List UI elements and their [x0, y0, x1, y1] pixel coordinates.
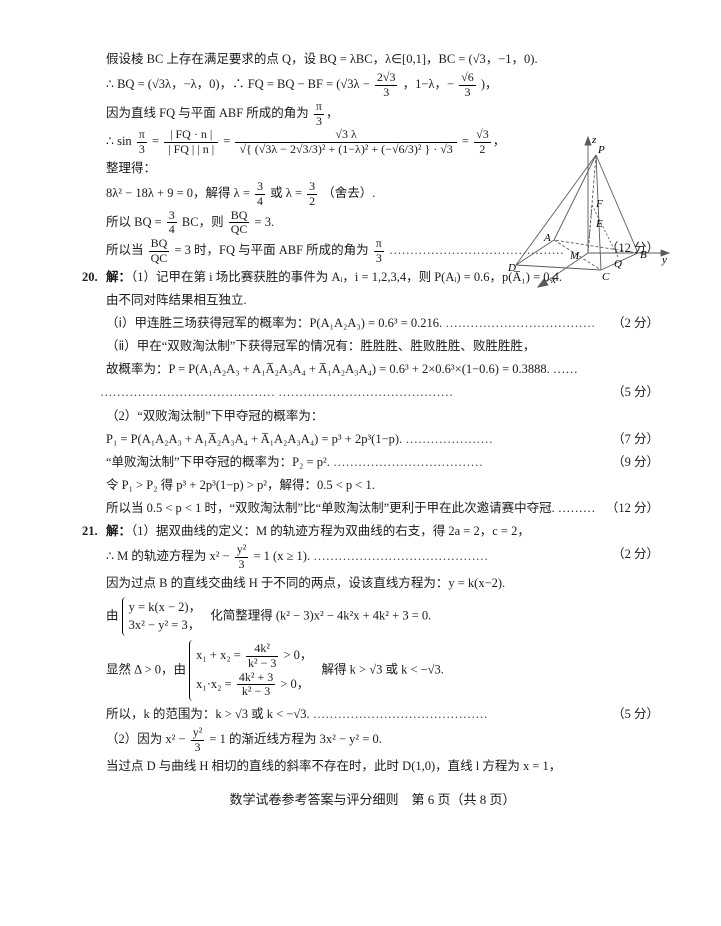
q20-line: （ⅱ）甲在“双败淘汰制”下获得冠军的情况有：胜胜胜、胜败胜胜、败胜胜胜， — [82, 335, 663, 358]
score-marker: （12 分） — [606, 237, 659, 260]
score-marker: （9 分） — [612, 451, 659, 474]
score-marker: （5 分） — [612, 703, 659, 726]
q20-line: 20.解：（1）记甲在第 i 场比赛获胜的事件为 Aᵢ，i = 1,2,3,4，… — [82, 266, 663, 289]
q20-line: 故概率为：P = P(A₁A₂A₃ + A₁A̅₂A₃A₄ + A̅₁A₂A₃A… — [82, 358, 663, 381]
q21-line: 当过点 D 与曲线 H 相切的直线的斜率不存在时，此时 D(1,0)，直线 l … — [82, 755, 663, 778]
q20-line: （2）“双败淘汰制”下甲夺冠的概率为： — [82, 405, 663, 428]
page-footer: 数学试卷参考答案与评分细则 第 6 页（共 8 页） — [82, 788, 663, 812]
q20-line: 由不同对阵结果相互独立. — [82, 289, 663, 312]
text-line: 所以 BQ = 34 BC，则 BQQC = 3. — [82, 209, 663, 238]
q20-line: （9 分） “单败淘汰制”下甲夺冠的概率为：P₂ = p². — [82, 451, 663, 474]
score-marker: （2 分） — [612, 312, 659, 335]
text-line: 假设棱 BC 上存在满足要求的点 Q，设 BQ = λBC，λ∈[0,1]，BC… — [82, 48, 663, 71]
q21-line: 由 y = k(x − 2)， 3x² − y² = 3， 化简整理得 (k² … — [82, 595, 663, 638]
q21-line: （2 分） ∴ M 的轨迹方程为 x² − y²3 = 1 (x ≥ 1). — [82, 543, 663, 572]
score-marker: （12 分） — [606, 497, 659, 520]
q20-line: （12 分） 所以当 0.5 < p < 1 时，“双败淘汰制”比“单败淘汰制”… — [82, 497, 663, 520]
q20-line: （7 分） P₁ = P(A₁A₂A₃ + A₁A̅₂A₃A₄ + A̅₁A₂A… — [82, 428, 663, 451]
q21-line: 因为过点 B 的直线交曲线 H 于不同的两点，设该直线方程为：y = k(x−2… — [82, 572, 663, 595]
score-marker: （2 分） — [612, 543, 659, 566]
text-line: 整理得： — [82, 157, 663, 180]
score-marker: （7 分） — [612, 428, 659, 451]
q20-line: 令 P₁ > P₂ 得 p³ + 2p³(1−p) > p²，解得：0.5 < … — [82, 474, 663, 497]
text-line: （12 分） 所以当 BQQC = 3 时，FQ 与平面 ABF 所成的角为 π… — [82, 237, 663, 266]
q21-line: 显然 Δ > 0，由 x₁ + x₂ = 4k²k² − 3 > 0， x₁·x… — [82, 638, 663, 703]
q21-line: （2）因为 x² − y²3 = 1 的渐近线方程为 3x² − y² = 0. — [82, 726, 663, 755]
text-line: ∴ BQ = (√3λ，−λ，0)，∴ FQ = BQ − BF = (√3λ … — [82, 71, 663, 100]
score-marker: （5 分） — [612, 381, 659, 404]
question-number: 20. — [82, 266, 106, 289]
q21-line: （5 分） 所以，k 的范围为：k > √3 或 k < −√3. — [82, 703, 663, 726]
text-line: ∴ sin π3 = | FQ · n || FQ | | n | = √3 λ… — [82, 128, 663, 157]
text-line: 因为直线 FQ 与平面 ABF 所成的角为 π3， — [82, 100, 663, 129]
text-line: 8λ² − 18λ + 9 = 0，解得 λ = 34 或 λ = 32 （舍去… — [82, 180, 663, 209]
q20-line: （2 分） （ⅰ）甲连胜三场获得冠军的概率为：P(A₁A₂A₃) = 0.6³ … — [82, 312, 663, 335]
q20-line: （5 分） — [82, 381, 663, 404]
q21-line: 21.解：（1）据双曲线的定义：M 的轨迹方程为双曲线的右支，得 2a = 2，… — [82, 520, 663, 543]
question-number: 21. — [82, 520, 106, 543]
